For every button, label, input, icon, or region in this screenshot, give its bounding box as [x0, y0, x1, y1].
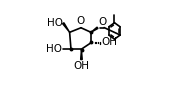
Polygon shape [63, 23, 70, 32]
Polygon shape [81, 49, 82, 60]
Text: O: O [99, 17, 107, 27]
Text: HO: HO [47, 18, 63, 28]
Text: HO: HO [46, 44, 62, 54]
Polygon shape [91, 27, 98, 32]
Text: OH: OH [74, 61, 89, 71]
Text: OH: OH [101, 37, 117, 47]
Text: O: O [77, 16, 85, 26]
